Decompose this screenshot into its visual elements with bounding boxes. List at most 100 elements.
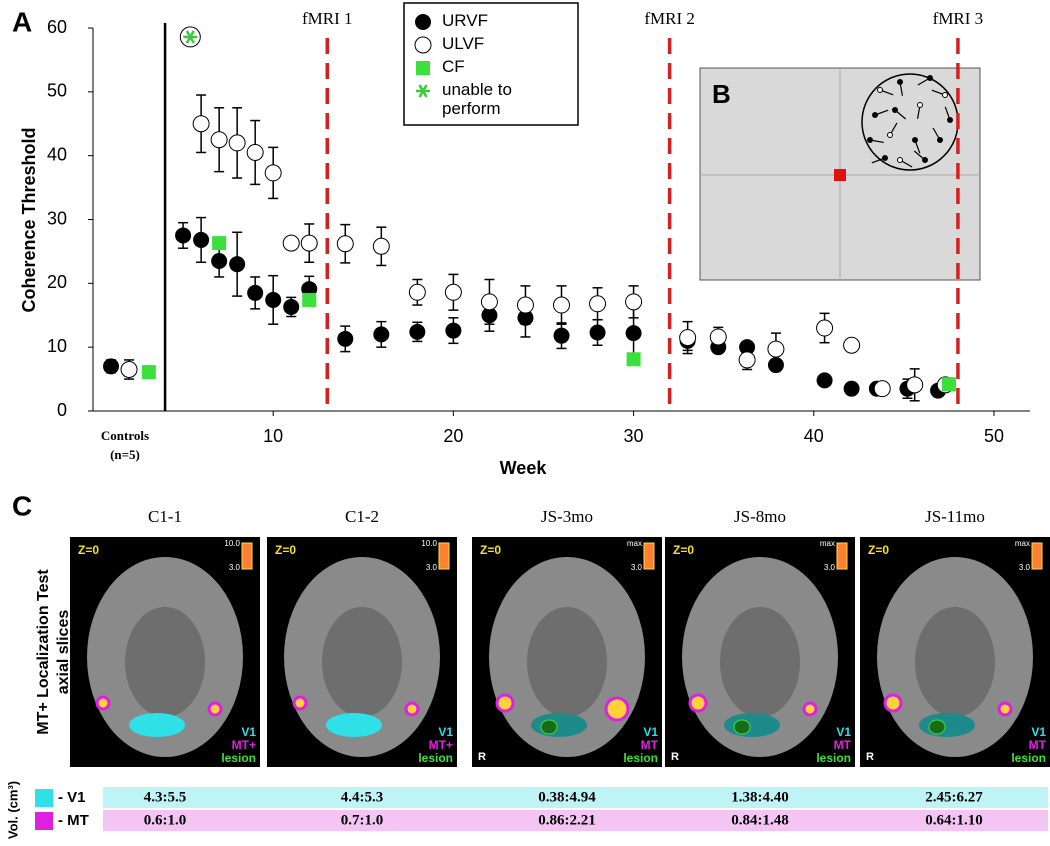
overlay-legend: lesion: [418, 751, 453, 765]
panel-label: A: [12, 6, 32, 37]
dot: [937, 137, 943, 143]
overlay-legend: V1: [643, 725, 658, 739]
point: [193, 231, 210, 248]
brain-inner: [125, 607, 205, 717]
point: [625, 293, 643, 311]
point: [738, 351, 756, 369]
point: [228, 134, 246, 152]
point: [175, 227, 192, 244]
point: [480, 293, 498, 311]
asterisk-stroke: [185, 30, 195, 44]
y-tick-label: 60: [47, 17, 67, 37]
controls-n: (n=5): [110, 447, 140, 462]
dot: [897, 79, 903, 85]
dot: [877, 87, 883, 93]
brain-inner: [720, 607, 800, 717]
side-label: MT+ Localization Test: [35, 569, 52, 735]
colorbar-max: max: [1015, 539, 1030, 548]
point: [709, 328, 727, 346]
table-cell: 4.4:5.3: [341, 789, 384, 805]
colorbar-max: max: [820, 539, 835, 548]
mt-blob: [604, 696, 630, 722]
controls-label: Controls: [101, 428, 149, 443]
point: [337, 330, 354, 347]
point: [409, 323, 426, 340]
table-cell: 0.86:2.21: [538, 812, 596, 828]
dot: [882, 155, 888, 161]
overlay-legend: lesion: [816, 751, 851, 765]
point: [283, 298, 300, 315]
point: [141, 365, 156, 380]
v1-blob: [919, 713, 975, 737]
dot: [892, 107, 898, 113]
point: [414, 36, 432, 54]
row-bg: [103, 810, 1048, 831]
point: [282, 234, 300, 252]
image-title: JS-11mo: [925, 507, 985, 526]
legend-entry: unable to perform: [442, 80, 512, 118]
point: [873, 380, 891, 398]
point: [816, 372, 833, 389]
overlay-legend: MT: [641, 738, 659, 752]
point: [553, 296, 570, 314]
overlay-legend: lesion: [221, 751, 256, 765]
point: [300, 234, 318, 252]
point: [264, 164, 282, 182]
table-cell: 0.6:1.0: [144, 812, 187, 828]
row-swatch: [35, 789, 53, 807]
dot: [897, 157, 903, 163]
table-cell: 0.38:4.94: [538, 789, 596, 805]
overlay-legend: V1: [241, 725, 256, 739]
point: [246, 143, 264, 161]
mt-blob: [95, 695, 111, 711]
dot: [927, 75, 933, 81]
side-label: axial slices: [55, 610, 72, 695]
point: [408, 283, 426, 301]
side-marker: R: [671, 751, 679, 763]
dot: [912, 137, 918, 143]
dot: [942, 92, 948, 98]
legend-label: URVF: [442, 11, 488, 30]
y-tick-label: 0: [57, 400, 67, 420]
colorbar-max: max: [627, 539, 642, 548]
colorbar-min: 3.0: [426, 563, 438, 572]
overlay-legend: MT+: [232, 738, 256, 752]
colorbar: [241, 542, 253, 570]
slice-label: Z=0: [868, 543, 889, 557]
point: [212, 236, 227, 251]
legend-entry: URVF: [442, 11, 488, 30]
colorbar-min: 3.0: [824, 563, 836, 572]
point: [767, 340, 785, 358]
table-cell: 0.64:1.10: [925, 812, 983, 828]
point: [625, 325, 642, 342]
y-tick-label: 50: [47, 81, 67, 101]
slice-label: Z=0: [480, 543, 501, 557]
brain-inner: [915, 607, 995, 717]
legend-label: unable to perform: [442, 80, 512, 118]
overlay-legend: MT: [834, 738, 852, 752]
dot: [922, 157, 928, 163]
mt-blob: [207, 701, 223, 717]
y-tick-label: 30: [47, 208, 67, 228]
point: [516, 296, 534, 314]
point: [941, 377, 956, 392]
lesion: [928, 719, 946, 735]
point: [906, 376, 924, 394]
dot: [887, 132, 893, 138]
point: [192, 115, 210, 133]
point: [120, 361, 138, 379]
overlay-legend: V1: [1031, 725, 1046, 739]
colorbar-min: 3.0: [1019, 563, 1031, 572]
v1-blob: [531, 713, 587, 737]
slice-label: Z=0: [275, 543, 296, 557]
y-axis-title: Coherence Threshold: [19, 127, 39, 312]
panel-label: C: [12, 490, 32, 521]
overlay-legend: MT+: [429, 738, 453, 752]
row-swatch: [35, 812, 53, 830]
colorbar-max: 10.0: [421, 539, 437, 548]
point: [210, 131, 228, 149]
colorbar-max: 10.0: [224, 539, 240, 548]
point: [415, 14, 431, 30]
row-name: - MT: [58, 812, 89, 829]
